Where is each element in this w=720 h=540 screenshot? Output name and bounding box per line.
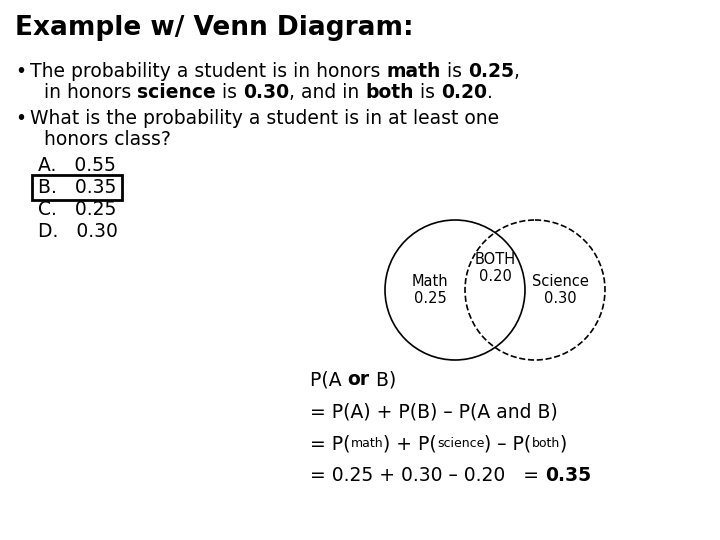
- Text: = P(A) + P(B) – P(A and B): = P(A) + P(B) – P(A and B): [310, 402, 558, 421]
- Text: P(A: P(A: [310, 370, 348, 389]
- Text: honors class?: honors class?: [44, 130, 171, 149]
- Text: ): ): [559, 434, 567, 453]
- Text: 0.25: 0.25: [468, 62, 514, 81]
- Text: ) + P(: ) + P(: [383, 434, 437, 453]
- Text: The probability a student is in honors: The probability a student is in honors: [30, 62, 387, 81]
- Text: .: .: [487, 83, 492, 102]
- Text: D.   0.30: D. 0.30: [38, 222, 118, 241]
- Text: B.   0.35: B. 0.35: [38, 178, 117, 197]
- Text: BOTH
0.20: BOTH 0.20: [474, 252, 516, 284]
- Text: Math
0.25: Math 0.25: [412, 274, 449, 306]
- Text: in honors: in honors: [44, 83, 138, 102]
- Text: C.   0.25: C. 0.25: [38, 200, 117, 219]
- Text: is: is: [216, 83, 243, 102]
- Text: •: •: [15, 109, 26, 128]
- Text: is: is: [414, 83, 441, 102]
- Text: 0.35: 0.35: [545, 466, 591, 485]
- Text: B): B): [370, 370, 396, 389]
- Text: math: math: [351, 437, 383, 450]
- Text: both: both: [531, 437, 559, 450]
- Text: or: or: [348, 370, 370, 389]
- Text: science: science: [138, 83, 216, 102]
- Text: •: •: [15, 62, 26, 81]
- Text: Example w/ Venn Diagram:: Example w/ Venn Diagram:: [15, 15, 413, 41]
- Text: What is the probability a student is in at least one: What is the probability a student is in …: [30, 109, 499, 128]
- Text: = 0.25 + 0.30 – 0.20   =: = 0.25 + 0.30 – 0.20 =: [310, 466, 545, 485]
- Text: ) – P(: ) – P(: [485, 434, 531, 453]
- Text: ,: ,: [514, 62, 520, 81]
- Text: Science
0.30: Science 0.30: [531, 274, 588, 306]
- Text: math: math: [387, 62, 441, 81]
- Text: , and in: , and in: [289, 83, 365, 102]
- Text: 0.30: 0.30: [243, 83, 289, 102]
- Text: A.   0.55: A. 0.55: [38, 156, 116, 175]
- Text: is: is: [441, 62, 468, 81]
- Text: science: science: [437, 437, 485, 450]
- Text: both: both: [365, 83, 414, 102]
- Text: 0.20: 0.20: [441, 83, 487, 102]
- Text: = P(: = P(: [310, 434, 351, 453]
